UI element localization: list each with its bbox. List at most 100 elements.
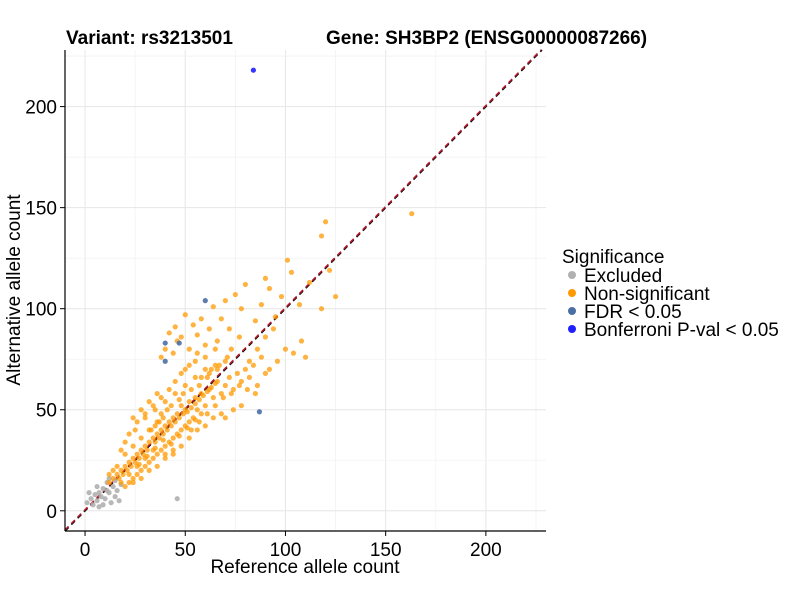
point-non-significant (184, 409, 190, 415)
point-non-significant (198, 411, 204, 417)
x-ticks: 0 50 100 150 200 (80, 531, 502, 561)
point-non-significant (182, 366, 188, 372)
point-excluded (102, 496, 108, 502)
point-non-significant (122, 463, 128, 469)
point-excluded (88, 496, 94, 502)
point-non-significant (154, 431, 160, 437)
point-non-significant (210, 395, 216, 401)
point-non-significant (126, 479, 132, 486)
point-non-significant (198, 374, 204, 381)
point-non-significant (214, 338, 220, 344)
legend-key-1 (568, 271, 576, 279)
point-non-significant (216, 362, 222, 368)
data-points (84, 67, 415, 510)
point-non-significant (192, 395, 198, 401)
point-non-significant (222, 415, 228, 421)
point-non-significant (232, 291, 238, 298)
point-non-significant (188, 427, 194, 433)
point-non-significant (136, 461, 142, 467)
point-non-significant (228, 346, 234, 352)
point-non-significant (234, 370, 240, 376)
point-non-significant (186, 435, 192, 441)
point-excluded (110, 483, 116, 490)
point-non-significant (116, 475, 122, 482)
point-non-significant (180, 411, 186, 417)
point-non-significant (152, 445, 158, 451)
point-non-significant (270, 326, 277, 332)
point-non-significant (142, 443, 148, 449)
point-non-significant (409, 211, 415, 217)
point-non-significant (110, 467, 116, 473)
point-non-significant (170, 451, 176, 457)
legend: Significance ExcludedNon-significantFDR … (562, 247, 779, 341)
point-non-significant (182, 312, 188, 318)
point-non-significant (222, 382, 228, 389)
point-non-significant (174, 411, 180, 417)
point-non-significant (236, 382, 242, 389)
legend-key-3 (568, 307, 576, 315)
point-excluded (106, 475, 112, 482)
point-excluded (98, 494, 104, 500)
point-non-significant (282, 346, 289, 352)
point-non-significant (246, 358, 252, 364)
y-tick-label: 50 (36, 401, 57, 422)
x-tick-label: 50 (175, 540, 196, 561)
point-non-significant (196, 397, 202, 403)
point-non-significant (238, 306, 244, 312)
axes (64, 50, 546, 532)
point-non-significant (302, 354, 309, 360)
point-excluded (174, 496, 180, 502)
point-non-significant (152, 407, 158, 413)
point-non-significant (266, 366, 273, 372)
point-non-significant (200, 392, 206, 399)
point-non-significant (230, 386, 236, 393)
point-non-significant (140, 451, 146, 457)
point-non-significant (202, 342, 208, 348)
point-excluded (114, 487, 120, 494)
point-non-significant (164, 407, 170, 413)
point-non-significant (222, 358, 228, 364)
point-non-significant (160, 437, 166, 443)
point-non-significant (160, 431, 166, 437)
point-non-significant (332, 293, 339, 300)
point-non-significant (158, 427, 164, 433)
point-excluded (116, 498, 122, 504)
legend-label-3: FDR < 0.05 (584, 302, 682, 323)
point-non-significant (172, 390, 178, 397)
legend-label-4: Bonferroni P-val < 0.05 (584, 320, 779, 341)
point-non-significant (138, 407, 144, 413)
point-excluded (104, 487, 110, 494)
point-non-significant (178, 334, 184, 340)
point-non-significant (146, 427, 152, 433)
point-bonferroni-p-val-0-05 (250, 67, 256, 73)
point-non-significant (202, 403, 208, 409)
point-excluded (96, 504, 102, 510)
point-non-significant (318, 306, 325, 312)
point-non-significant (214, 366, 220, 372)
point-non-significant (258, 302, 265, 308)
point-non-significant (114, 463, 120, 469)
point-non-significant (226, 374, 232, 381)
reference-line-2 (64, 49, 542, 531)
point-non-significant (218, 316, 224, 322)
point-non-significant (178, 370, 184, 376)
point-non-significant (318, 233, 325, 239)
point-non-significant (254, 346, 260, 352)
legend-label-1: Excluded (584, 266, 662, 287)
point-non-significant (326, 267, 333, 273)
point-non-significant (266, 285, 273, 292)
point-non-significant (160, 415, 166, 421)
point-non-significant (228, 390, 234, 397)
point-non-significant (262, 334, 269, 340)
y-tick-label: 100 (25, 300, 57, 321)
point-non-significant (178, 403, 184, 409)
point-non-significant (158, 411, 164, 417)
point-non-significant (110, 475, 116, 482)
point-non-significant (226, 326, 232, 332)
point-non-significant (188, 405, 194, 411)
point-non-significant (210, 415, 216, 421)
point-non-significant (106, 479, 112, 486)
point-non-significant (150, 403, 156, 409)
point-non-significant (128, 463, 134, 469)
point-non-significant (202, 423, 208, 429)
